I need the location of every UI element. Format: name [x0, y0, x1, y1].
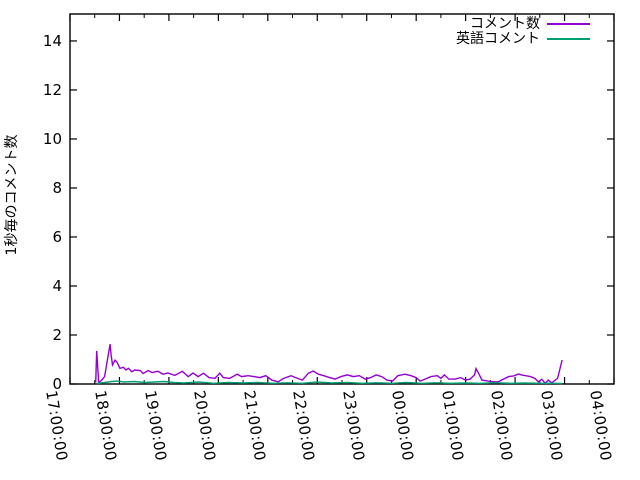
plot-border [69, 13, 615, 385]
series-line-0 [95, 343, 563, 385]
legend-label-english-comments: 英語コメント [456, 31, 540, 47]
y-tick-label: 4 [52, 276, 62, 295]
series-line-1 [97, 380, 563, 385]
y-tick-label: 12 [42, 80, 62, 99]
legend-label-comments: コメント数 [470, 16, 540, 32]
y-tick-label: 8 [52, 178, 62, 197]
legend-item-comments: コメント数 [456, 17, 590, 31]
y-tick-label: 6 [52, 227, 62, 246]
legend-item-english-comments: 英語コメント [456, 32, 590, 46]
legend-line-sample-comments [547, 23, 590, 25]
y-tick-label: 0 [52, 375, 62, 393]
legend: コメント数 英語コメント [456, 17, 590, 47]
y-tick-label: 14 [42, 31, 62, 50]
y-axis-title: 1秒毎のコメント数 [4, 134, 20, 256]
y-tick-label: 10 [42, 129, 62, 148]
y-tick-label: 2 [52, 325, 62, 344]
legend-line-sample-english-comments [547, 38, 590, 40]
